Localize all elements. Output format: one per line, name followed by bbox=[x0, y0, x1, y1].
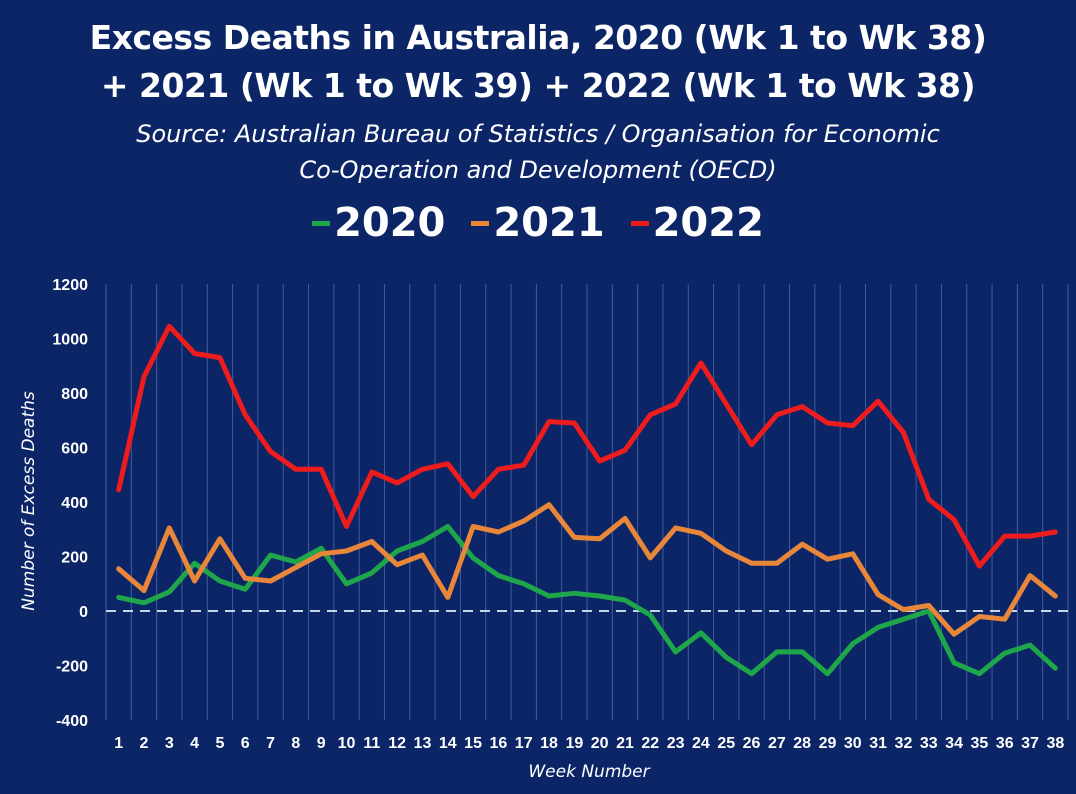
chart-subtitle-line-1: Source: Australian Bureau of Statistics … bbox=[136, 120, 940, 148]
x-tick-label: 10 bbox=[338, 735, 356, 752]
y-axis-ticks: -400 -200 0 200 400 600 800 1000 1200 bbox=[52, 277, 88, 730]
x-tick-label: 7 bbox=[266, 735, 275, 752]
y-axis-title: Number of Excess Deaths bbox=[19, 391, 39, 611]
y-tick-label: -200 bbox=[56, 659, 88, 676]
x-tick-label: 20 bbox=[591, 735, 609, 752]
series-line-2021 bbox=[116, 502, 1058, 637]
chart-subtitle-line-2: Co-Operation and Development (OECD) bbox=[299, 156, 777, 184]
chart-subtitle: Source: Australian Bureau of Statistics … bbox=[0, 116, 1076, 188]
x-tick-label: 38 bbox=[1046, 735, 1064, 752]
x-tick-label: 18 bbox=[540, 735, 558, 752]
x-tick-label: 37 bbox=[1021, 735, 1039, 752]
x-tick-label: 27 bbox=[768, 735, 786, 752]
y-tick-label: 1000 bbox=[52, 332, 88, 349]
y-tick-label: 400 bbox=[61, 495, 88, 512]
legend-swatch-2021 bbox=[471, 220, 490, 226]
x-tick-label: 25 bbox=[717, 735, 735, 752]
series-line-2022 bbox=[116, 323, 1058, 569]
x-tick-label: 1 bbox=[114, 735, 123, 752]
x-tick-label: 13 bbox=[414, 735, 432, 752]
x-tick-label: 29 bbox=[819, 735, 837, 752]
legend-item-2021: 2021 bbox=[471, 200, 605, 246]
x-tick-label: 34 bbox=[945, 735, 963, 752]
x-tick-label: 36 bbox=[996, 735, 1014, 752]
x-tick-label: 16 bbox=[489, 735, 507, 752]
legend-swatch-2022 bbox=[630, 220, 649, 226]
x-tick-label: 21 bbox=[616, 735, 634, 752]
legend-item-2020: 2020 bbox=[312, 200, 445, 246]
x-tick-label: 26 bbox=[743, 735, 761, 752]
chart-title: Excess Deaths in Australia, 2020 (Wk 1 t… bbox=[0, 14, 1076, 110]
x-tick-label: 35 bbox=[970, 735, 988, 752]
chart-title-line-2: + 2021 (Wk 1 to Wk 39) + 2022 (Wk 1 to W… bbox=[100, 66, 976, 105]
x-tick-label: 14 bbox=[439, 735, 457, 752]
x-tick-label: 19 bbox=[565, 735, 583, 752]
x-tick-label: 33 bbox=[920, 735, 938, 752]
y-tick-label: -400 bbox=[56, 713, 88, 730]
chart-title-line-1: Excess Deaths in Australia, 2020 (Wk 1 t… bbox=[89, 18, 987, 57]
x-axis-ticks: 1 2 3 4 5 6 7 8 9 10 11 12 13 14 15 16 17 18 19 20 21 22 23 24 2… bbox=[114, 735, 1064, 752]
series-line-2020 bbox=[116, 524, 1058, 677]
x-tick-label: 31 bbox=[869, 735, 887, 752]
x-tick-label: 6 bbox=[241, 735, 250, 752]
x-tick-label: 23 bbox=[667, 735, 685, 752]
x-tick-label: 4 bbox=[190, 735, 199, 752]
x-axis-title: Week Number bbox=[528, 762, 650, 782]
legend-label-2020: 2020 bbox=[334, 200, 446, 246]
x-tick-label: 8 bbox=[291, 735, 300, 752]
x-tick-label: 12 bbox=[388, 735, 406, 752]
legend-label-2021: 2021 bbox=[493, 200, 605, 246]
y-tick-label: 200 bbox=[61, 550, 88, 567]
y-tick-label: 600 bbox=[61, 441, 88, 458]
x-tick-label: 32 bbox=[895, 735, 913, 752]
x-tick-label: 28 bbox=[793, 735, 811, 752]
x-tick-label: 24 bbox=[692, 735, 710, 752]
x-tick-label: 15 bbox=[464, 735, 482, 752]
y-tick-label: 0 bbox=[79, 604, 88, 621]
legend-swatch-2020 bbox=[312, 220, 331, 226]
legend-label-2022: 2022 bbox=[652, 200, 764, 246]
series-lines bbox=[116, 323, 1058, 677]
y-tick-label: 800 bbox=[61, 386, 88, 403]
y-tick-label: 1200 bbox=[52, 277, 88, 294]
grid-lines bbox=[105, 284, 1069, 720]
x-tick-label: 9 bbox=[317, 735, 326, 752]
x-tick-label: 3 bbox=[165, 735, 174, 752]
x-tick-label: 22 bbox=[641, 735, 659, 752]
x-tick-label: 11 bbox=[363, 735, 380, 752]
x-tick-label: 17 bbox=[515, 735, 533, 752]
chart-legend: 2020 2021 2022 bbox=[0, 200, 1076, 246]
x-tick-label: 2 bbox=[140, 735, 149, 752]
legend-item-2022: 2022 bbox=[630, 200, 764, 246]
x-tick-label: 5 bbox=[215, 735, 224, 752]
x-tick-label: 30 bbox=[844, 735, 862, 752]
